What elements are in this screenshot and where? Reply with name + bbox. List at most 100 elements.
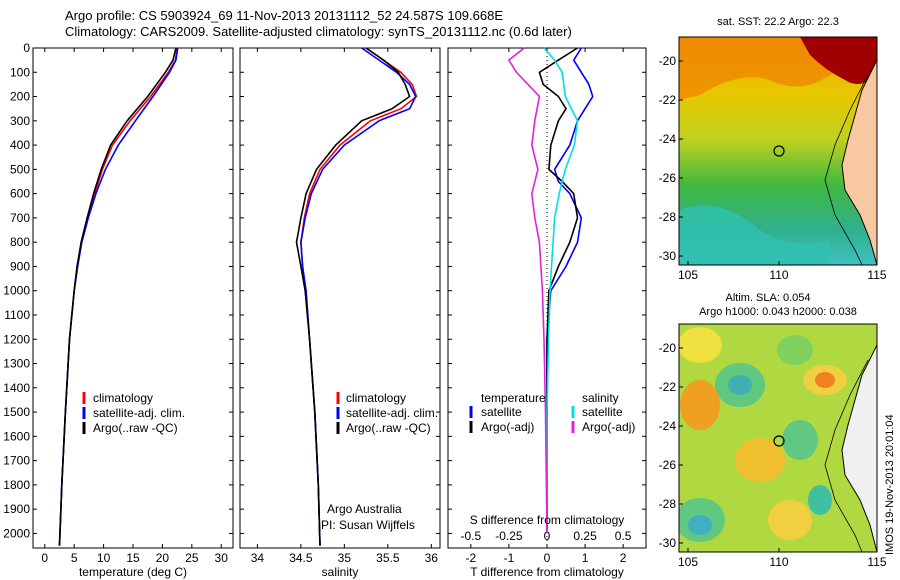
difference-xtick-label: 2 [620,551,627,565]
depth-tick-label: 1800 [3,478,30,492]
map-ytick-label: -26 [659,458,677,472]
legend-salinity-header: salinity [582,391,619,405]
sdiff-tick-label: 0.25 [573,529,597,543]
sst-map [679,37,877,265]
difference-xlabel: T difference from climatology [470,565,624,579]
argo-australia-label: Argo Australia [327,502,402,516]
depth-tick-label: 800 [10,235,30,249]
temperature-series-satellite-adj-clim- [58,47,179,546]
temperature-legend: climatology satellite-adj. clim. Argo(..… [82,391,185,435]
legend-temp-argo-label: Argo(-adj) [481,420,534,434]
temperature-xtick-label: 10 [97,551,111,565]
legend-temperature-header: temperature [481,391,546,405]
map-xtick-label: 105 [678,555,698,569]
difference-top-xlabel: S difference from climatology [470,513,625,527]
legend-temp-satellite-label: satellite [481,405,522,419]
depth-tick-label: 200 [10,90,30,104]
legend-argo-label: Argo(..raw -QC) [346,421,431,435]
sst-float-marker [773,145,785,157]
legend-climatology-label: climatology [346,391,406,405]
map-ytick-label: -20 [659,54,677,68]
salinity-xtick-label: 34 [251,551,265,565]
difference-xtick-label: -2 [466,551,477,565]
map-ytick-label: -28 [659,210,677,224]
depth-tick-label: 1200 [3,332,30,346]
salinity-xtick-label: 35 [338,551,352,565]
sla-float-marker [773,435,785,447]
sdiff-tick-label: -0.5 [461,529,482,543]
map-ytick-label: -28 [659,497,677,511]
header-subtitle: Climatology: CARS2009. Satellite-adjuste… [65,24,572,39]
footer-stamp: IMOS 19-Nov-2013 20:01:04 [884,414,896,555]
legend-sal-satellite-label: satellite [582,405,623,419]
map-ytick-label: -20 [659,341,677,355]
depth-tick-label: 0 [23,41,30,55]
temperature-series-argo-raw-qc- [58,47,177,546]
temperature-xtick-label: 30 [215,551,229,565]
difference-xtick-label: 0 [544,551,551,565]
salinity-plot-frame [239,47,441,549]
difference-series-salinity-satellite [543,47,579,534]
sla-map-title-line2: Argo h1000: 0.043 h2000: 0.038 [699,306,857,318]
salinity-xtick-label: 35.5 [376,551,400,565]
difference-series-temperature-satellite [546,47,594,534]
sdiff-tick-label: 0.5 [615,529,632,543]
map-ytick-label: -24 [659,419,677,433]
map-ytick-label: -22 [659,93,677,107]
sla-map-title-line1: Altim. SLA: 0.054 [726,292,811,304]
temperature-xlabel: temperature (deg C) [79,565,187,579]
difference-legend: temperature satellite Argo(-adj) salinit… [469,391,635,434]
depth-tick-label: 700 [10,211,30,225]
map-xtick-label: 105 [678,268,698,282]
map-xtick-label: 115 [867,555,886,569]
salinity-legend: climatology satellite-adj. clim. Argo(..… [336,391,438,435]
sdiff-tick-label: -0.25 [495,529,523,543]
legend-satellite-label: satellite-adj. clim. [93,406,185,420]
salinity-xlabel: salinity [322,565,359,579]
map-ytick-label: -24 [659,132,677,146]
map-xtick-label: 110 [769,555,788,569]
depth-tick-label: 1700 [3,454,30,468]
difference-xtick-label: 1 [582,551,589,565]
depth-tick-label: 1300 [3,357,30,371]
sla-map [679,324,877,552]
sst-isobath [824,74,869,266]
depth-tick-label: 1600 [3,429,30,443]
pi-label: PI: Susan Wijffels [321,518,415,532]
sst-map-title: sat. SST: 22.2 Argo: 22.3 [717,16,839,28]
map-ytick-label: -26 [659,171,677,185]
map-ytick-label: -30 [659,249,677,263]
legend-argo-label: Argo(..raw -QC) [93,421,178,435]
difference-xtick-label: -1 [504,551,515,565]
depth-tick-label: 600 [10,187,30,201]
depth-tick-label: 1900 [3,502,30,516]
salinity-xtick-label: 36 [425,551,439,565]
depth-tick-label: 900 [10,259,30,273]
header-title: Argo profile: CS 5903924_69 11-Nov-2013 … [65,8,503,23]
map-ytick-label: -30 [659,536,677,550]
legend-sal-argo-label: Argo(-adj) [582,420,635,434]
map-ytick-label: -22 [659,380,677,394]
depth-tick-label: 1500 [3,405,30,419]
depth-tick-label: 100 [10,65,30,79]
sla-coastline [841,344,878,553]
map-xtick-label: 110 [769,268,788,282]
map-xtick-label: 115 [867,268,886,282]
temperature-xtick-label: 5 [71,551,78,565]
sst-map-frame [678,36,878,266]
sla-map-frame [678,323,878,553]
depth-tick-label: 500 [10,162,30,176]
difference-series-temperature-argo-adj- [538,47,579,534]
temperature-xtick-label: 25 [185,551,199,565]
legend-satellite-label: satellite-adj. clim. [346,406,438,420]
difference-series-salinity-argo-adj- [507,47,548,534]
temperature-xtick-label: 20 [156,551,170,565]
depth-tick-label: 1000 [3,284,30,298]
salinity-xtick-label: 34.5 [289,551,313,565]
temperature-series-climatology [58,47,178,546]
depth-tick-label: 300 [10,114,30,128]
depth-tick-label: 1100 [4,308,30,322]
depth-tick-label: 2000 [3,526,30,540]
sst-coastline [841,59,878,266]
